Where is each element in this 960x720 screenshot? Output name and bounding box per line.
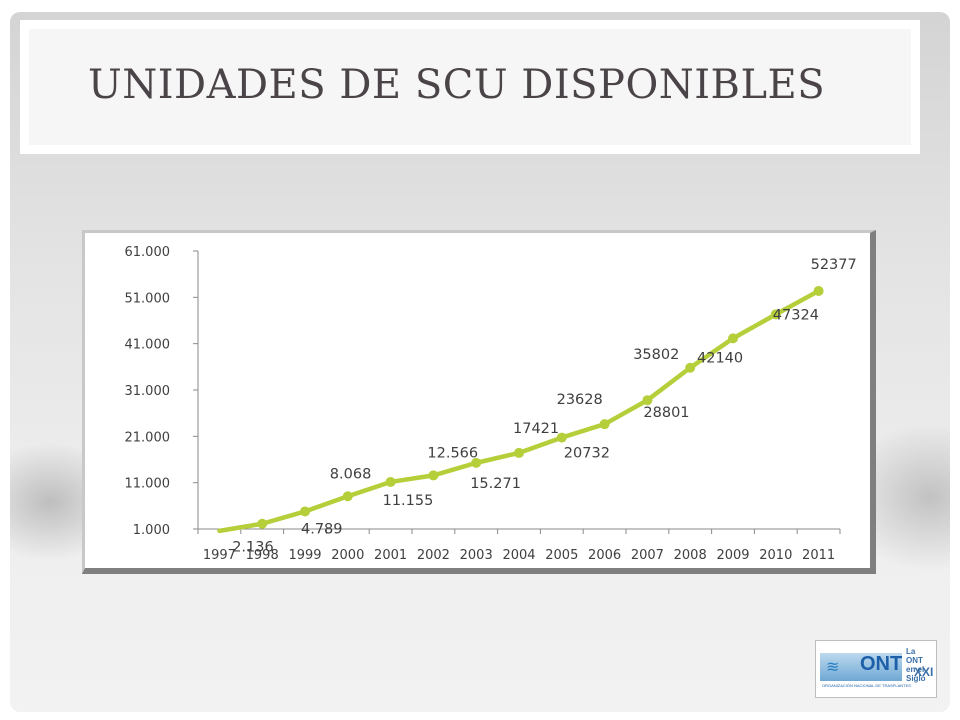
x-tick-label: 2004 — [502, 548, 535, 563]
y-tick-label: 41.000 — [125, 338, 171, 353]
title-box — [20, 20, 920, 154]
y-tick-label: 61.000 — [125, 245, 171, 260]
x-tick-label: 1998 — [246, 548, 279, 563]
logo-swirl-icon: ≋ — [826, 659, 840, 676]
y-tick-label: 51.000 — [125, 291, 171, 306]
x-tick-label: 1997 — [203, 548, 236, 563]
x-tick-label: 2006 — [588, 548, 621, 563]
x-tick-label: 2001 — [374, 548, 407, 563]
x-tick-label: 2008 — [674, 548, 707, 563]
data-point — [385, 476, 396, 487]
slide-title: UNIDADES DE SCU DISPONIBLES — [88, 62, 826, 108]
data-point — [514, 447, 524, 458]
logo-side-text: La ONT en el Siglo — [906, 647, 926, 683]
x-tick-label: 2003 — [460, 548, 493, 563]
logo-xxi: XXI — [914, 665, 934, 679]
data-point — [257, 518, 268, 529]
y-tick-label: 11.000 — [125, 477, 171, 492]
data-label: 2.136 — [232, 540, 274, 556]
data-label: 15.271 — [470, 476, 521, 492]
data-point — [685, 362, 696, 373]
x-tick-label: 2009 — [716, 548, 749, 563]
data-label: 28801 — [643, 405, 689, 421]
chart-reflection: 1.00011.00021.00031.00041.00051.00061.00… — [82, 580, 876, 710]
data-label: 23628 — [557, 392, 603, 408]
x-tick-label: 2010 — [759, 548, 792, 563]
x-tick-label: 2007 — [631, 548, 664, 563]
x-tick-label: 1999 — [288, 548, 321, 563]
y-tick-label: 1.000 — [133, 523, 170, 538]
data-point — [813, 285, 824, 296]
data-label: 35802 — [633, 347, 679, 363]
data-point — [770, 309, 781, 320]
data-label: 17421 — [513, 421, 559, 437]
x-tick-label: 2005 — [545, 548, 578, 563]
line-chart: 1.000 11.000 21.000 31.000 41.000 51.000 61.00… — [125, 245, 857, 563]
x-tick-label: 2000 — [331, 548, 364, 563]
logo-text: ONT — [860, 653, 903, 675]
data-point — [471, 457, 482, 468]
data-point — [428, 470, 439, 481]
data-label: 47324 — [773, 307, 819, 323]
series-line — [217, 288, 821, 534]
data-point — [599, 419, 610, 430]
data-label: 11.155 — [383, 493, 434, 509]
y-tick-label: 21.000 — [125, 430, 171, 445]
data-point — [342, 491, 353, 502]
data-label: 4.789 — [301, 521, 343, 537]
data-point — [642, 395, 653, 406]
data-label: 20732 — [564, 446, 610, 462]
logo-subtitle: ORGANIZACIÓN NACIONAL DE TRASPLANTES — [822, 683, 911, 688]
data-point — [300, 506, 310, 517]
data-label: 8.068 — [330, 466, 372, 482]
x-tick-label: 2002 — [417, 548, 450, 563]
data-label: 42140 — [697, 350, 743, 366]
data-point — [728, 333, 738, 344]
x-tick-label: 2011 — [802, 548, 835, 563]
chart-frame: 1.000 11.000 21.000 31.000 41.000 51.000 61.00… — [82, 230, 876, 574]
ont-logo: ≋ ONT La ONT en el Siglo XXI ORGANIZACIÓ… — [815, 640, 937, 698]
y-tick-label: 31.000 — [125, 384, 171, 399]
data-point — [556, 432, 567, 443]
logo-banner — [820, 653, 902, 681]
data-label: 52377 — [811, 257, 857, 273]
data-label: 12.566 — [427, 445, 478, 461]
